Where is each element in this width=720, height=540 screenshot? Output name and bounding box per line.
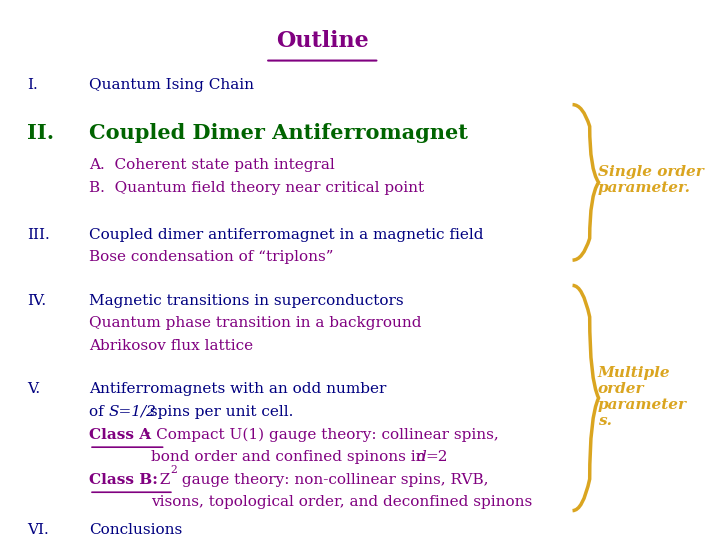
Text: Z: Z — [155, 472, 171, 487]
Text: III.: III. — [27, 228, 50, 242]
Text: Outline: Outline — [276, 30, 369, 51]
Text: Class B:: Class B: — [89, 472, 158, 487]
Text: A.  Coherent state path integral: A. Coherent state path integral — [89, 158, 335, 172]
Text: Antiferromagnets with an odd number: Antiferromagnets with an odd number — [89, 382, 387, 396]
Text: of: of — [89, 405, 109, 419]
Text: bond order and confined spinons in: bond order and confined spinons in — [151, 450, 431, 464]
Text: B.  Quantum field theory near critical point: B. Quantum field theory near critical po… — [89, 181, 424, 195]
Text: Quantum Ising Chain: Quantum Ising Chain — [89, 78, 254, 92]
Text: =2: =2 — [425, 450, 448, 464]
Text: IV.: IV. — [27, 294, 47, 308]
Text: II.: II. — [27, 123, 55, 144]
Text: 2: 2 — [170, 464, 177, 475]
Text: d: d — [417, 450, 427, 464]
Text: Coupled Dimer Antiferromagnet: Coupled Dimer Antiferromagnet — [89, 123, 468, 144]
Text: V.: V. — [27, 382, 40, 396]
Text: visons, topological order, and deconfined spinons: visons, topological order, and deconfine… — [151, 495, 532, 509]
Text: Class A: Class A — [89, 428, 151, 442]
Text: Magnetic transitions in superconductors: Magnetic transitions in superconductors — [89, 294, 404, 308]
Text: Bose condensation of “triplons”: Bose condensation of “triplons” — [89, 251, 333, 265]
Text: : Compact U(1) gauge theory: collinear spins,: : Compact U(1) gauge theory: collinear s… — [146, 428, 499, 442]
Text: spins per unit cell.: spins per unit cell. — [145, 405, 294, 419]
Text: Quantum phase transition in a background: Quantum phase transition in a background — [89, 316, 422, 330]
Text: VI.: VI. — [27, 523, 49, 537]
Text: gauge theory: non-collinear spins, RVB,: gauge theory: non-collinear spins, RVB, — [177, 472, 488, 487]
Text: Multiple
order
parameter
s.: Multiple order parameter s. — [598, 366, 687, 428]
Text: Coupled dimer antiferromagnet in a magnetic field: Coupled dimer antiferromagnet in a magne… — [89, 228, 484, 242]
Text: Conclusions: Conclusions — [89, 523, 182, 537]
Text: I.: I. — [27, 78, 38, 92]
Text: Single order
parameter.: Single order parameter. — [598, 165, 703, 195]
Text: Abrikosov flux lattice: Abrikosov flux lattice — [89, 339, 253, 353]
Text: S=1/2: S=1/2 — [108, 405, 156, 419]
